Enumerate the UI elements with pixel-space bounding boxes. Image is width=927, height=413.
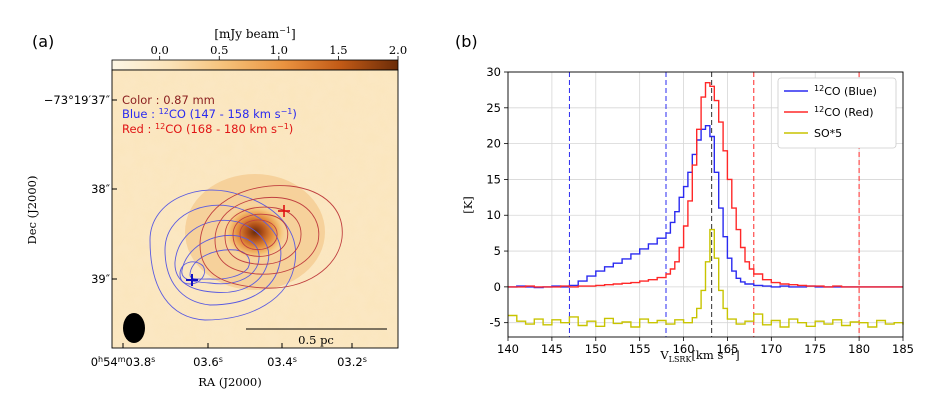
- x-tick-label: 165: [716, 342, 738, 356]
- colorbar-tick-label: 0.5: [210, 43, 228, 57]
- legend-color-line: Color : 0.87 mm: [122, 93, 215, 107]
- legend-box: [777, 77, 897, 149]
- y-tick-label: 30: [486, 65, 501, 79]
- colorbar-tick-label: 1.5: [329, 43, 347, 57]
- dec-axis: −73°19′37″ 38″ 39″: [44, 93, 117, 286]
- spectrum-panel: 140 145 150 155 160 165 170 175 180 185 -5 0 5 10 15 2…: [461, 65, 914, 364]
- y-axis-label: [K]: [461, 196, 475, 214]
- legend-entry-blue: 12CO (Blue): [814, 84, 877, 98]
- beam-ellipse: [123, 313, 145, 343]
- x-tick-label: 150: [585, 342, 607, 356]
- y-tick-label: 20: [486, 137, 501, 151]
- dec-tick-label: −73°19′37″: [44, 93, 111, 107]
- colorbar-tick-label: 1.0: [270, 43, 288, 57]
- map-panel: 0.5 pc Color : 0.87 mm Blue : 12CO (147 …: [25, 69, 399, 389]
- x-tick-label: 170: [760, 342, 782, 356]
- x-tick-label: 175: [804, 342, 826, 356]
- series-line-red: [508, 82, 903, 288]
- y-tick-label: 15: [486, 172, 501, 186]
- panel-label-a: (a): [32, 32, 54, 51]
- x-ticks: 140 145 150 155 160 165 170 175 180 185: [497, 337, 914, 356]
- continuum-core: [221, 202, 289, 262]
- red-cross-marker: [278, 205, 290, 217]
- panel-label-b: (b): [455, 32, 478, 51]
- legend-entry-red: 12CO (Red): [814, 105, 874, 119]
- map-legend: Color : 0.87 mm Blue : 12CO (147 - 158 k…: [122, 93, 297, 136]
- legend-red-line: Red : 12CO (168 - 180 km s−1): [122, 122, 293, 136]
- x-tick-label: 145: [541, 342, 563, 356]
- y-tick-label: -5: [490, 316, 501, 330]
- velocity-markers: [568, 72, 860, 337]
- colorbar: [mJy beam−1] 0.0 0.5 1.0 1.5 2.0: [111, 26, 407, 71]
- ra-axis: 0h54m03.8s 03.6s 03.4s 03.2s: [91, 343, 367, 369]
- x-tick-label: 160: [673, 342, 695, 356]
- y-tick-label: 10: [486, 208, 501, 222]
- x-tick-label: 185: [892, 342, 914, 356]
- colorbar-tick-label: 2.0: [389, 43, 407, 57]
- map-ylabel: Dec (J2000): [25, 176, 39, 245]
- y-tick-label: 0: [494, 280, 501, 294]
- ra-tick-label: 03.4s: [267, 355, 297, 369]
- x-tick-label: 180: [848, 342, 870, 356]
- blue-contours: [149, 189, 297, 321]
- y-tick-label: 5: [494, 244, 501, 258]
- map-frame: [111, 69, 399, 349]
- x-tick-label: 155: [629, 342, 651, 356]
- map-xlabel: RA (J2000): [198, 375, 261, 389]
- scale-bar-label: 0.5 pc: [298, 333, 334, 347]
- ra-tick-label: 0h54m03.8s: [91, 355, 156, 369]
- series-line-blue: [508, 125, 903, 289]
- spectrum-legend: 12CO (Blue) 12CO (Red) SO*5: [777, 77, 897, 149]
- ra-tick-label: 03.2s: [337, 355, 367, 369]
- spectra: [508, 82, 904, 328]
- dec-tick-label: 38″: [91, 182, 111, 196]
- legend-blue-line: Blue : 12CO (147 - 158 km s−1): [122, 107, 297, 121]
- legend-entry-so: SO*5: [814, 127, 842, 140]
- plot-frame: [507, 71, 904, 338]
- red-contours: [199, 185, 343, 289]
- colorbar-label: [mJy beam−1]: [214, 26, 295, 41]
- colorbar-gradient: [111, 59, 399, 71]
- y-ticks: -5 0 5 10 15 20 25 30: [486, 65, 508, 330]
- dec-tick-label: 39″: [91, 272, 111, 286]
- colorbar-ticks: 0.0 0.5 1.0 1.5 2.0: [151, 43, 407, 60]
- ra-tick-label: 03.6s: [193, 355, 223, 369]
- colorbar-tick-label: 0.0: [151, 43, 169, 57]
- y-tick-label: 25: [486, 101, 501, 115]
- x-tick-label: 140: [497, 342, 519, 356]
- blue-cross-marker: [186, 274, 198, 286]
- x-axis-label: VLSRK[km s−1]: [659, 348, 739, 364]
- series-line-so-5: [508, 228, 904, 328]
